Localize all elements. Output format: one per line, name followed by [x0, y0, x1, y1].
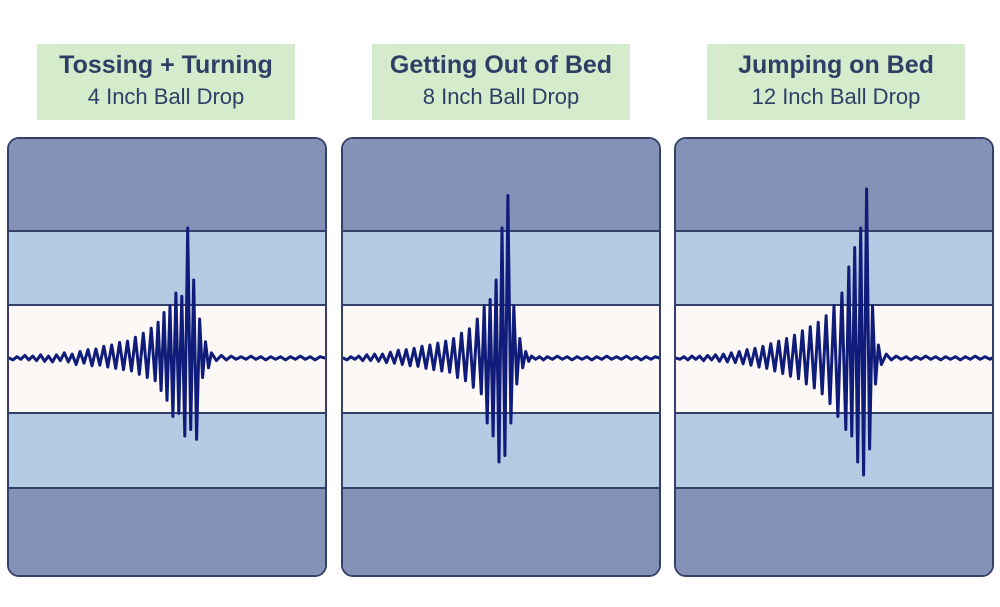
top-middle-band: [676, 231, 992, 305]
motion-chart-panel-2: [341, 137, 661, 577]
motion-chart-2: [343, 139, 659, 575]
bottom-outer-band: [343, 488, 659, 575]
motion-chart-1: [9, 139, 325, 575]
motion-chart-panel-3: [674, 137, 994, 577]
panel-title-3: Jumping on Bed 12 Inch Ball Drop: [707, 44, 965, 120]
bottom-outer-band: [676, 488, 992, 575]
top-middle-band: [9, 231, 325, 305]
motion-wave-line: [9, 226, 325, 441]
top-outer-band: [676, 139, 992, 231]
motion-wave-line: [676, 187, 992, 477]
panel-subheading: 12 Inch Ball Drop: [751, 84, 921, 109]
panel-title-1: Tossing + Turning 4 Inch Ball Drop: [37, 44, 295, 120]
bottom-middle-band: [343, 413, 659, 488]
panel-heading: Tossing + Turning: [59, 51, 273, 79]
motion-chart-panel-1: [7, 137, 327, 577]
motion-chart-3: [676, 139, 992, 575]
panel-title-2: Getting Out of Bed 8 Inch Ball Drop: [372, 44, 630, 120]
bottom-middle-band: [676, 413, 992, 488]
panel-heading: Getting Out of Bed: [389, 51, 613, 79]
bottom-outer-band: [9, 488, 325, 575]
bottom-middle-band: [9, 413, 325, 488]
top-outer-band: [9, 139, 325, 231]
panel-subheading: 4 Inch Ball Drop: [87, 84, 245, 109]
top-outer-band: [343, 139, 659, 231]
panel-heading: Jumping on Bed: [738, 51, 934, 79]
panel-subheading: 8 Inch Ball Drop: [422, 84, 580, 109]
motion-wave-line: [343, 194, 659, 464]
